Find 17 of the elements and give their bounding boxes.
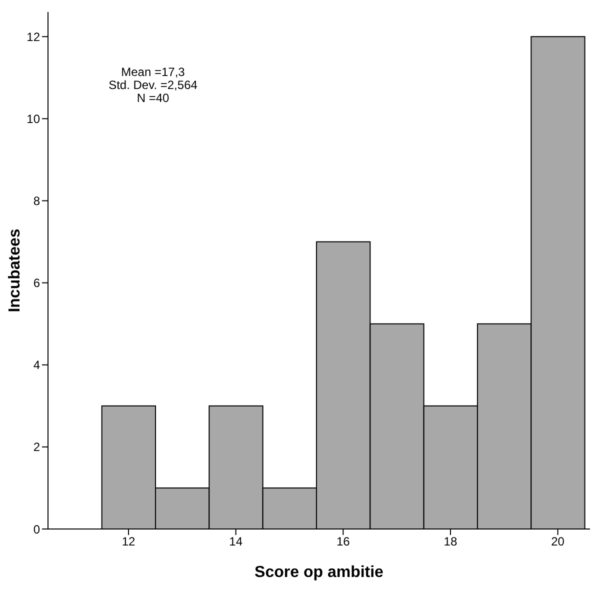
x-tick-label: 12 bbox=[122, 534, 136, 549]
y-tick-label: 4 bbox=[33, 358, 40, 372]
x-tick-label: 20 bbox=[551, 534, 565, 549]
y-tick-label: 12 bbox=[26, 30, 40, 44]
y-axis-title: Incubatees bbox=[6, 228, 24, 312]
x-tick-label: 14 bbox=[229, 534, 243, 549]
annotation: N =40 bbox=[136, 91, 170, 105]
y-tick-label: 6 bbox=[33, 276, 40, 290]
y-tick-label: 0 bbox=[33, 522, 40, 536]
y-tick-label: 8 bbox=[33, 194, 40, 208]
annotation: Std. Dev. =2,564 bbox=[108, 78, 198, 92]
annotation: Mean =17,3 bbox=[120, 65, 186, 79]
y-tick-label: 10 bbox=[26, 112, 40, 126]
x-tick-label: 16 bbox=[336, 534, 350, 549]
x-tick-label: 18 bbox=[444, 534, 458, 549]
x-axis-title: Score op ambitie bbox=[254, 564, 384, 581]
y-tick-label: 2 bbox=[33, 440, 40, 454]
